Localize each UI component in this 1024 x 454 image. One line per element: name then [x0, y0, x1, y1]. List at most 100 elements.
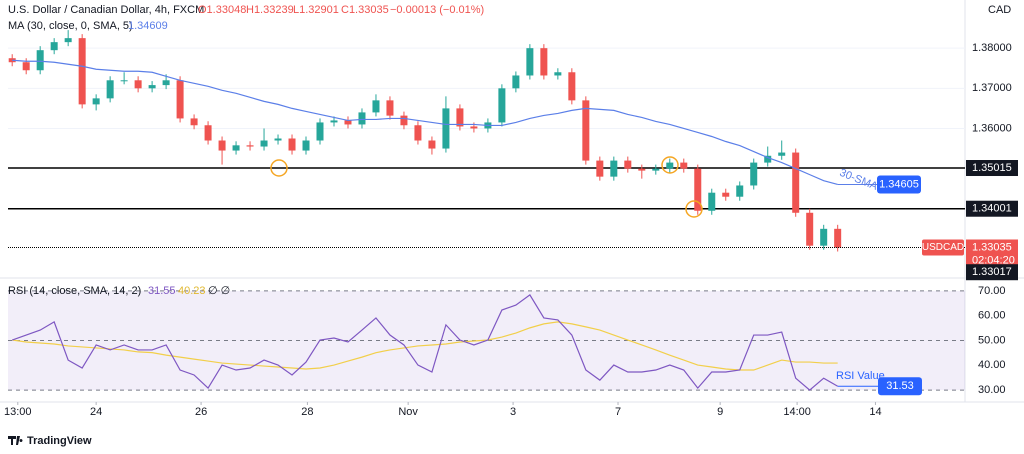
candle-body — [288, 138, 296, 151]
candle-body — [148, 85, 156, 89]
candle-body — [316, 122, 324, 141]
ma-legend-value: 1.34609 — [128, 20, 168, 32]
x-tick-label: 24 — [90, 406, 102, 418]
highlight-circle — [270, 159, 288, 177]
ma-value-box — [877, 175, 921, 194]
symbol-label: USDCAD — [922, 242, 964, 253]
y-tick-label: 1.37000 — [972, 82, 1012, 94]
x-tick-label: 13:00 — [4, 406, 32, 418]
last-price-box — [966, 239, 1018, 268]
rsi-legend: RSI (14, close, SMA, 14, 2) — [8, 285, 141, 297]
candle-body — [736, 185, 744, 197]
ohlc-low: L1.32901 — [293, 4, 339, 16]
x-tick-label: 26 — [195, 406, 207, 418]
plot: 1.38000 1.37000 1.36000 13:00 24 26 28 Nov 3 7 9 14… — [4, 30, 1018, 418]
candle-body — [204, 125, 212, 141]
candle-body — [22, 62, 30, 71]
level-label-box — [966, 200, 1018, 217]
rsi-annotation: RSI Value — [836, 370, 885, 382]
countdown: 02:04:20 — [972, 254, 1015, 266]
candle-body — [750, 162, 758, 186]
bid-label: 1.33017 — [972, 266, 1012, 278]
candle-body — [344, 120, 352, 125]
candle-body — [190, 118, 198, 126]
x-tick-label: Nov — [398, 406, 418, 418]
rsi-legend-value: 31.55 — [148, 285, 176, 297]
highlight-circle — [685, 200, 703, 218]
highlight-circle — [661, 156, 679, 174]
candle-body — [778, 152, 786, 156]
ma-legend: MA (30, close, 0, SMA, 5) — [8, 20, 133, 32]
ma-line — [12, 59, 838, 186]
candle-body — [764, 155, 772, 163]
bid-box — [966, 264, 1018, 281]
candle-body — [120, 80, 128, 82]
candle-body — [78, 38, 86, 105]
candle-body — [302, 140, 310, 151]
y-tick-label: 60.00 — [978, 310, 1006, 322]
candle-body — [260, 140, 268, 147]
candle-body — [582, 100, 590, 161]
x-tick-label: 14:00 — [783, 406, 811, 418]
candle-body — [442, 108, 450, 149]
rsi-line — [11, 294, 838, 391]
x-tick-label: 9 — [717, 406, 723, 418]
candle-body — [624, 160, 632, 169]
candle-body — [834, 228, 842, 248]
candle-body — [232, 145, 240, 151]
x-tick-label: 28 — [301, 406, 313, 418]
x-tick-label: 7 — [615, 406, 621, 418]
candle-body — [176, 80, 184, 119]
ohlc-high: H1.33239 — [246, 4, 294, 16]
candle-body — [708, 192, 716, 211]
candle-body — [36, 50, 44, 71]
ma-value-label: 1.34605 — [879, 178, 919, 190]
candle-body — [792, 152, 800, 213]
candle-body — [820, 228, 828, 246]
level-label: 1.34001 — [972, 203, 1012, 215]
level-label: 1.35015 — [972, 162, 1012, 174]
y-tick-label: 40.00 — [978, 359, 1006, 371]
candle-body — [498, 88, 506, 123]
rsi-value-box — [878, 377, 922, 396]
ohlc-change: −0.00013 (−0.01%) — [390, 4, 484, 16]
candle-body — [680, 162, 688, 169]
candle-body — [596, 160, 604, 177]
y-tick-label: 50.00 — [978, 334, 1006, 346]
candle-body — [414, 125, 422, 141]
candle-body — [134, 80, 142, 89]
candle-body — [470, 126, 478, 129]
candle-body — [568, 72, 576, 101]
candle-body — [512, 75, 520, 89]
x-tick-label: 14 — [869, 406, 881, 418]
y-tick-label: 30.00 — [978, 384, 1006, 396]
candle-body — [540, 48, 548, 76]
ohlc-close: C1.33035 — [341, 4, 389, 16]
candle-body — [652, 168, 660, 171]
ohlc-open: O1.33048 — [198, 4, 246, 16]
candle-body — [274, 138, 282, 141]
candle-body — [106, 80, 114, 99]
rsi-legend-extra: ∅ ∅ — [208, 285, 230, 297]
candle-body — [92, 98, 100, 105]
candle-body — [372, 100, 380, 113]
candle-body — [50, 42, 58, 51]
candle-body — [722, 192, 730, 197]
candle-body — [358, 112, 366, 125]
candle-body — [162, 80, 170, 86]
y-tick-label: 1.36000 — [972, 122, 1012, 134]
candle-body — [218, 140, 226, 151]
candle-body — [638, 168, 646, 171]
candle-body — [246, 145, 254, 147]
candle-body — [400, 115, 408, 126]
symbol-box — [922, 239, 964, 256]
rsi-value-label: 31.53 — [886, 380, 914, 392]
y-tick-label: 70.00 — [978, 285, 1006, 297]
candle-body — [694, 168, 702, 211]
candle-body — [330, 120, 338, 123]
y-tick-label: 1.38000 — [972, 42, 1012, 54]
rsi-ma-legend-value: 40.23 — [178, 285, 206, 297]
currency: CAD — [988, 4, 1011, 16]
brand-name: TradingView — [27, 435, 92, 447]
